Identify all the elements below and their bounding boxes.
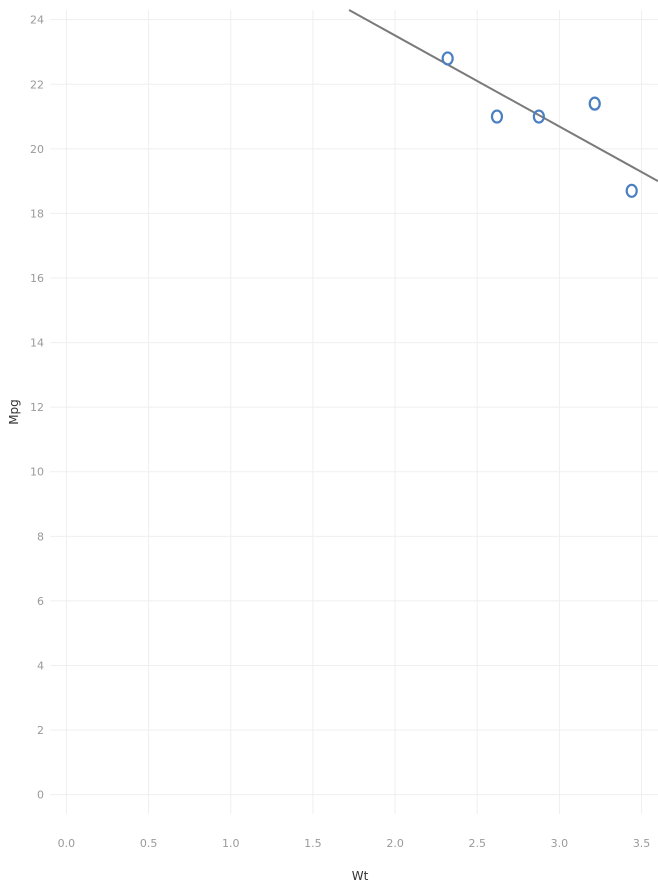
y-tick-label: 0	[37, 789, 44, 802]
y-tick-label: 10	[30, 466, 44, 479]
y-tick-label: 16	[30, 272, 44, 285]
y-tick-label: 6	[37, 595, 44, 608]
x-tick-label: 0.0	[58, 837, 76, 850]
y-tick-label: 4	[37, 659, 44, 672]
x-axis-title: Wt	[352, 869, 369, 883]
data-point-1	[443, 52, 453, 64]
y-tick-label: 20	[30, 143, 44, 156]
data-points	[443, 52, 637, 196]
data-point-5	[627, 185, 637, 197]
x-tick-label: 2.5	[468, 837, 486, 850]
y-tick-label: 18	[30, 207, 44, 220]
y-tick-label: 24	[30, 14, 44, 27]
x-tick-labels: 0.0 0.5 1.0 1.5 2.0 2.5 3.0 3.5	[58, 837, 651, 850]
y-tick-label: 22	[30, 78, 44, 91]
data-point-2	[492, 111, 502, 123]
x-tick-label: 0.5	[140, 837, 158, 850]
y-tick-label: 12	[30, 401, 44, 414]
x-tick-label: 1.0	[222, 837, 240, 850]
data-point-4	[590, 98, 600, 110]
y-tick-label: 2	[37, 724, 44, 737]
x-tick-label: 2.0	[386, 837, 404, 850]
y-axis-title: Mpg	[7, 399, 21, 425]
y-tick-label: 8	[37, 530, 44, 543]
x-tick-label: 1.5	[304, 837, 322, 850]
x-tick-label: 3.5	[633, 837, 651, 850]
x-tick-label: 3.0	[551, 837, 569, 850]
y-tick-label: 14	[30, 337, 44, 350]
